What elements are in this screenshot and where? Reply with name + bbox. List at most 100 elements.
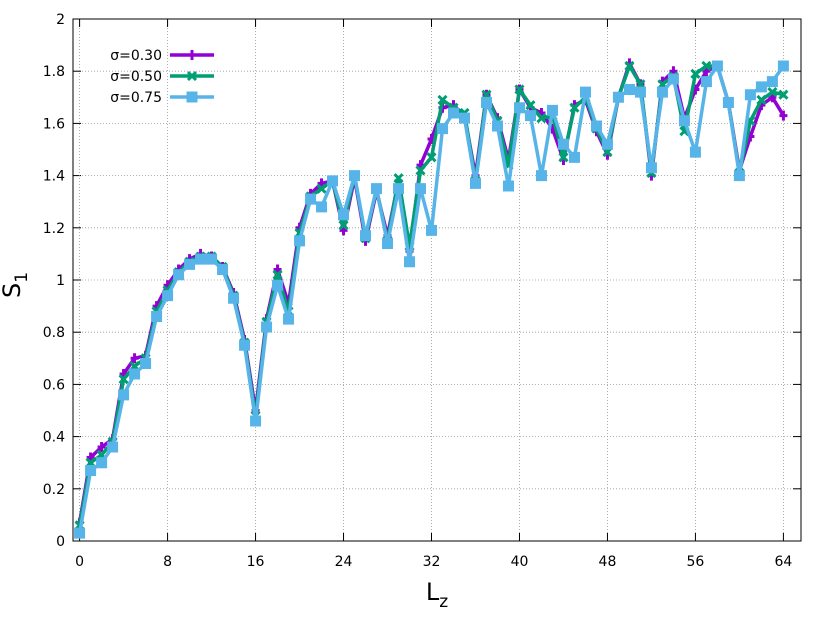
point-marker xyxy=(590,120,602,132)
y-tick-label: 1.4 xyxy=(43,169,65,185)
x-tick-label: 48 xyxy=(599,554,617,570)
point-marker xyxy=(480,97,492,109)
point-marker xyxy=(228,292,240,304)
y-tick-label: 0.6 xyxy=(43,377,65,393)
point-marker xyxy=(195,253,207,265)
point-marker xyxy=(690,68,701,79)
point-marker xyxy=(130,353,139,364)
point-marker xyxy=(447,107,459,119)
point-marker xyxy=(514,84,525,95)
point-marker xyxy=(74,527,86,539)
y-tick-label: 1.8 xyxy=(43,64,65,80)
point-marker xyxy=(579,86,591,98)
point-marker xyxy=(779,110,788,121)
point-marker xyxy=(536,113,547,124)
point-marker xyxy=(272,269,283,280)
y-tick-label: 0 xyxy=(56,534,65,550)
point-marker xyxy=(338,209,350,221)
point-marker xyxy=(140,358,152,370)
point-marker xyxy=(569,102,580,113)
legend-marker xyxy=(186,91,198,103)
point-marker xyxy=(557,138,569,150)
point-marker xyxy=(426,152,437,163)
point-marker xyxy=(162,290,174,302)
point-marker xyxy=(513,102,525,114)
point-marker xyxy=(458,112,470,124)
y-tick-label: 1.6 xyxy=(43,116,65,132)
point-marker xyxy=(404,256,416,268)
point-marker xyxy=(206,253,218,265)
legend-label: σ=0.75 xyxy=(110,90,162,106)
y-tick-label: 0.8 xyxy=(43,325,65,341)
y-label-sub: 1 xyxy=(12,272,32,283)
x-tick-label: 56 xyxy=(687,554,705,570)
x-tick-label: 8 xyxy=(163,554,172,570)
point-marker xyxy=(118,389,130,401)
point-marker xyxy=(360,230,372,242)
legend-marker xyxy=(188,50,196,60)
y-tick-label: 0.2 xyxy=(43,482,65,498)
point-marker xyxy=(283,313,295,325)
point-marker xyxy=(393,173,404,184)
x-axis-label: Lz xyxy=(426,578,448,612)
point-marker xyxy=(151,311,163,323)
y-tick-label: 2 xyxy=(56,12,65,28)
point-marker xyxy=(316,201,328,213)
point-marker xyxy=(777,60,789,72)
x-tick-label: 0 xyxy=(75,554,84,570)
point-marker xyxy=(612,91,624,103)
point-marker xyxy=(656,86,668,98)
x-tick-label: 16 xyxy=(247,554,265,570)
point-marker xyxy=(338,220,349,231)
point-marker xyxy=(634,86,646,98)
point-marker xyxy=(535,170,547,182)
point-marker xyxy=(316,183,327,194)
point-marker xyxy=(437,94,448,105)
y-label-main: S xyxy=(0,283,26,298)
point-marker xyxy=(756,94,767,105)
point-marker xyxy=(239,339,251,351)
point-marker xyxy=(107,441,119,453)
point-marker xyxy=(733,170,745,182)
point-marker xyxy=(415,165,426,176)
point-marker xyxy=(689,146,701,158)
x-label-sub: z xyxy=(439,592,448,612)
point-marker xyxy=(426,224,438,236)
point-marker xyxy=(97,442,106,453)
point-marker xyxy=(623,83,635,95)
x-tick-label: 40 xyxy=(511,554,529,570)
point-marker xyxy=(184,258,196,270)
point-marker xyxy=(524,110,536,122)
legend-label: σ=0.50 xyxy=(110,69,162,85)
point-marker xyxy=(129,368,141,380)
x-tick-label: 32 xyxy=(423,554,441,570)
point-marker xyxy=(250,415,262,427)
point-marker xyxy=(667,73,679,85)
plot-frame xyxy=(72,18,802,542)
point-marker xyxy=(415,183,427,195)
point-marker xyxy=(305,193,317,205)
point-marker xyxy=(778,89,789,100)
point-marker xyxy=(624,60,635,72)
point-marker xyxy=(678,115,690,127)
point-marker xyxy=(546,104,558,116)
point-marker xyxy=(272,279,284,291)
y-axis-label: S1 xyxy=(0,272,32,298)
x-tick-label: 64 xyxy=(774,554,792,570)
legend-label: σ=0.30 xyxy=(110,48,162,64)
point-marker xyxy=(96,457,108,469)
point-marker xyxy=(261,321,273,333)
point-marker xyxy=(173,269,185,281)
point-marker xyxy=(85,465,97,477)
point-marker xyxy=(349,170,361,182)
y-tick-label: 1 xyxy=(56,273,65,289)
point-marker xyxy=(601,138,613,150)
point-marker xyxy=(701,60,712,72)
point-marker xyxy=(767,87,778,98)
point-marker xyxy=(294,235,306,247)
point-marker xyxy=(436,123,448,135)
point-marker xyxy=(568,151,580,163)
point-marker xyxy=(217,264,229,276)
legend-marker xyxy=(186,70,198,82)
